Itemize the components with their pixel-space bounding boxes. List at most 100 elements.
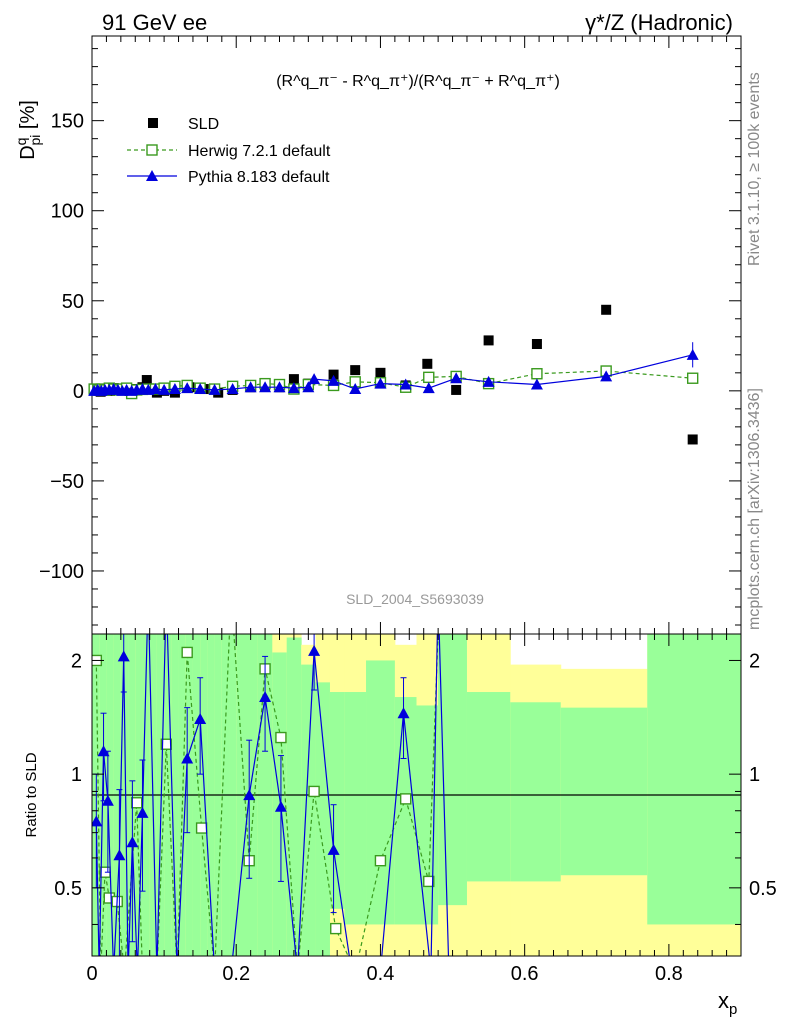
analysis-watermark: SLD_2004_S5693039	[346, 591, 484, 607]
data-point	[208, 383, 221, 395]
ratio-band-inner	[178, 634, 187, 956]
ratio-point	[117, 650, 130, 662]
ratio-series-pythia	[92, 634, 450, 956]
y-label-text: Dqpi [%]	[13, 100, 43, 160]
legend-sld-label: SLD	[188, 116, 219, 133]
ratio-band-inner	[120, 634, 129, 956]
main-panel: −100 −50 0 50 100 150 Dqpi [%] (R^q_π⁻ - R^q_…	[13, 35, 742, 635]
ratio-band-inner	[560, 707, 648, 876]
data-point	[168, 383, 181, 395]
ratio-y-tick-label-right: 2	[749, 650, 760, 672]
series-pythia	[88, 342, 699, 396]
main-y-tick-label: 50	[62, 291, 84, 313]
legend-pythia-marker	[146, 170, 158, 181]
data-point	[423, 371, 435, 384]
ratio-point	[327, 843, 340, 855]
ratio-panel: 0.5 0.5 1 1 2 2 0 0.2 0.4 0.6 0.8 Ratio to SLD xp	[23, 633, 777, 1018]
x-tick-label: 0.2	[222, 963, 250, 985]
ratio-band-inner	[366, 660, 396, 925]
ratio-band-inner	[466, 692, 511, 882]
ratio-point	[397, 707, 410, 719]
ratio-point	[181, 752, 194, 764]
ratio-band-inner	[301, 664, 317, 956]
main-y-tick-label: −100	[39, 561, 84, 583]
rivet-version-label: Rivet 3.1.10, ≥ 100k events	[746, 72, 763, 266]
main-y-tick-label: 100	[51, 201, 84, 223]
data-point	[422, 358, 433, 369]
ratio-point	[399, 793, 412, 805]
main-x-minor-ticks	[91, 36, 742, 634]
data-point	[302, 381, 315, 393]
data-point	[374, 377, 387, 389]
data-point	[328, 369, 339, 380]
ratio-point	[274, 800, 287, 812]
data-point	[259, 381, 272, 393]
ratio-y-axis: 0.5 0.5 1 1 2 2	[54, 650, 777, 925]
data-point	[350, 365, 361, 376]
data-point	[287, 382, 300, 394]
ratio-y-tick-label-right: 1	[749, 764, 760, 786]
x-tick-label: 0.8	[655, 963, 683, 985]
ratio-y-tick-label: 1	[71, 764, 82, 786]
data-point	[451, 384, 462, 395]
ratio-point	[160, 738, 172, 750]
data-point	[158, 383, 171, 395]
main-series-layer	[88, 304, 699, 445]
ratio-point	[131, 797, 143, 809]
legend-pythia-label: Pythia 8.183 default	[188, 169, 330, 186]
data-point	[149, 383, 162, 395]
data-point	[687, 434, 698, 445]
ratio-series-layer	[92, 634, 450, 956]
ratio-band-inner	[214, 634, 223, 956]
data-point	[226, 383, 239, 395]
legend-sld-marker	[148, 118, 158, 128]
ratio-point	[374, 854, 387, 867]
x-tick-label: 0.6	[511, 963, 539, 985]
data-point	[375, 367, 386, 378]
ratio-band-inner	[510, 702, 562, 882]
mcplots-label: mcplots.cern.ch [arXiv:1306.3436]	[746, 388, 763, 630]
legend: SLD Herwig 7.2.1 default Pythia 8.183 de…	[127, 116, 331, 186]
x-axis-label: xp	[718, 988, 737, 1018]
data-point	[141, 375, 152, 386]
data-point	[327, 374, 340, 386]
data-point	[181, 382, 194, 394]
main-y-tick-label: −50	[50, 471, 84, 493]
data-point	[422, 382, 435, 394]
data-point	[531, 368, 543, 380]
main-y-tick-label: 150	[51, 111, 84, 133]
legend-herwig-marker	[146, 144, 158, 156]
ratio-band-inner	[286, 637, 302, 956]
data-point	[531, 339, 542, 350]
data-point	[530, 378, 543, 390]
data-point	[600, 370, 613, 382]
ratio-point	[308, 785, 320, 798]
main-y-tick-label: 0	[73, 381, 84, 403]
main-y-axis: −100 −50 0 50 100 150	[39, 48, 741, 626]
process-label: γ*/Z (Hadronic)	[585, 10, 733, 35]
data-point	[244, 381, 257, 393]
data-point	[483, 335, 494, 346]
ratio-point	[101, 794, 114, 806]
ratio-band-inner	[647, 634, 741, 925]
ratio-band-inner	[315, 682, 331, 956]
ratio-point	[194, 712, 207, 724]
data-point	[686, 348, 699, 360]
ratio-point	[308, 644, 321, 656]
x-tick-label: 0	[86, 963, 97, 985]
ratio-point	[259, 691, 272, 703]
data-point	[288, 374, 299, 385]
ratio-y-tick-label: 0.5	[54, 878, 82, 900]
ratio-point	[243, 789, 256, 801]
data-point	[399, 378, 412, 390]
ratio-point	[275, 731, 287, 744]
ratio-point	[330, 922, 342, 935]
data-point	[450, 372, 463, 384]
data-point	[601, 304, 612, 315]
ratio-y-tick-label: 2	[71, 650, 82, 672]
energy-label: 91 GeV ee	[102, 10, 207, 35]
data-point	[482, 375, 495, 387]
ratio-point	[195, 822, 208, 834]
ratio-point	[113, 849, 126, 861]
